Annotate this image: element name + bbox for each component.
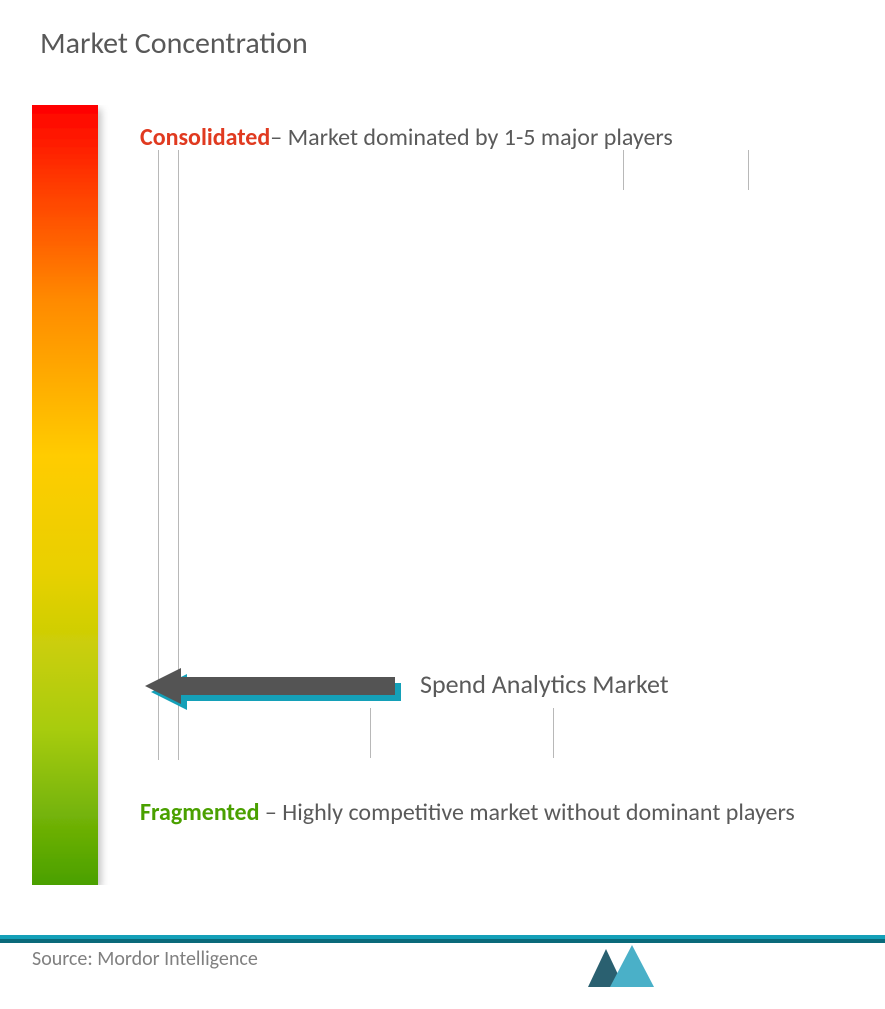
source-prefix: Source:	[32, 947, 97, 971]
consolidated-rest: – Market dominated by 1-5 major players	[270, 123, 673, 152]
position-arrow	[145, 668, 405, 704]
fragmented-rest: – Highly competitive market without domi…	[260, 798, 795, 827]
footer-divider	[0, 931, 885, 937]
footer-line-shadow	[0, 939, 885, 943]
fragmented-highlight: Fragmented	[140, 798, 260, 827]
guide-line	[748, 150, 749, 190]
concentration-scale-bar	[32, 105, 110, 885]
brand-logo-icon	[588, 945, 660, 987]
guide-line	[623, 150, 624, 190]
footer-line-main	[0, 935, 885, 939]
consolidated-label-block: Consolidated– Market dominated by 1-5 ma…	[140, 115, 840, 161]
fragmented-text: Fragmented – Highly competitive market w…	[140, 790, 840, 836]
fragmented-label-block: Fragmented – Highly competitive market w…	[140, 790, 840, 836]
market-name-label: Spend Analytics Market	[420, 668, 669, 700]
consolidated-highlight: Consolidated	[140, 123, 270, 152]
scale-rect	[32, 105, 98, 885]
page-title: Market Concentration	[40, 25, 308, 62]
chart-container: Market Concentration Consolidated– Marke…	[0, 0, 885, 1009]
source-name: Mordor Intelligence	[97, 947, 258, 971]
source-attribution: Source: Mordor Intelligence	[32, 947, 258, 971]
consolidated-text: Consolidated– Market dominated by 1-5 ma…	[140, 115, 840, 161]
guide-line	[553, 708, 554, 758]
